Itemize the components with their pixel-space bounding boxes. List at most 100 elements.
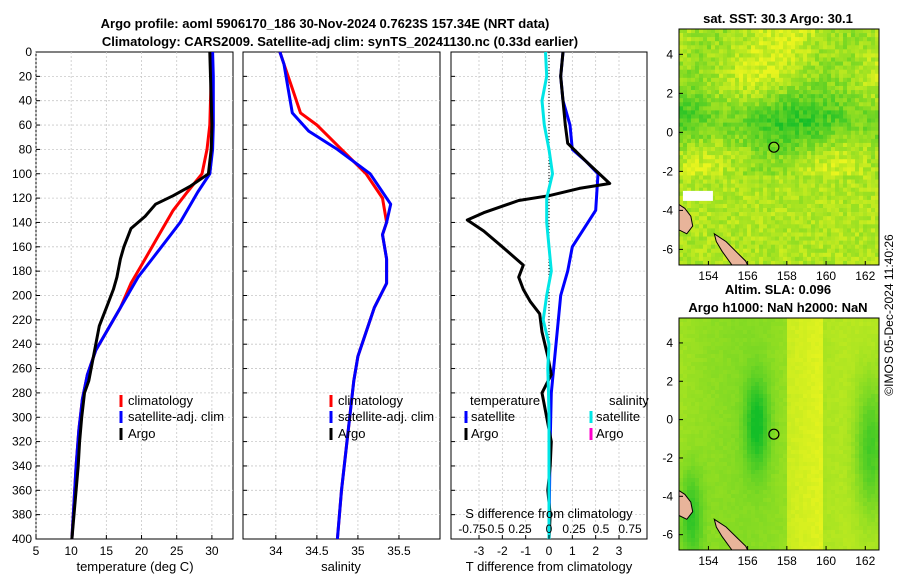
map-cell [835,155,840,160]
map-cell [723,220,728,225]
map-cell [859,118,864,123]
map-cell [763,422,768,427]
map-cell [811,73,816,79]
map-cell [727,426,732,431]
map-cell [767,458,772,463]
map-cell [731,232,736,237]
map-cell [795,224,800,229]
map-cell [819,53,824,58]
map-cell [699,446,704,451]
map-cell [795,358,800,363]
map-cell [751,118,756,123]
map-cell [815,134,820,140]
map-cell [839,438,844,443]
map-cell [759,65,764,70]
map-cell [763,434,768,439]
map-cell [859,378,864,383]
map-cell [763,195,768,201]
map-cell [827,183,832,188]
map-cell [867,138,872,144]
map-cell [751,252,756,258]
map-cell [795,454,800,459]
map-cell [707,426,712,431]
map-cell [847,114,852,119]
map-cell [747,462,752,467]
map-cell [695,224,700,229]
map-cell [871,220,876,225]
map-cell [867,252,872,258]
map-cell [863,29,868,34]
map-cell [695,438,700,443]
map-cell [695,236,700,241]
map-cell [735,155,740,160]
map-cell [739,118,744,123]
map-cell [771,195,776,201]
map-cell [771,167,776,172]
map-cell [787,418,792,423]
map-cell [751,240,756,245]
x-tick-label: 0 [546,544,553,558]
map-cell [815,130,820,136]
map-cell [771,33,776,38]
map-cell [747,406,752,411]
map-cell [835,195,840,201]
map-cell [727,208,732,213]
map-cell [871,256,876,262]
map-cell [763,90,768,95]
map-cell [731,342,736,347]
map-cell [775,37,780,42]
map-cell [791,212,796,217]
map-cell [699,61,704,66]
map-cell [695,159,700,164]
map-cell [863,386,868,391]
map-cell [759,220,764,225]
map-cell [803,175,808,180]
map-cell [763,256,768,262]
map-cell [691,434,696,439]
legend-temperature-head: temperature [470,393,540,408]
map-cell [691,414,696,419]
map-cell [739,53,744,58]
map-cell [779,394,784,399]
map-cell [731,334,736,339]
map-cell [859,195,864,201]
map-cell [707,147,712,152]
map-cell [783,85,788,91]
map-cell [691,167,696,172]
map-cell [819,41,824,46]
map-cell [819,430,824,435]
map-cell [763,398,768,403]
map-cell [711,354,716,359]
map-cell [851,252,856,258]
map-cell [719,454,724,459]
map-cell [731,402,736,407]
map-cell [779,326,784,331]
map-cell [767,49,772,54]
map-cell [735,244,740,250]
map-cell [695,203,700,209]
map-cell [707,179,712,184]
map-cell [759,142,764,148]
map-cell [807,228,812,233]
map-cell [823,73,828,79]
map-cell [875,244,880,250]
map-cell [759,175,764,180]
map-cell [831,252,836,258]
map-cell [763,326,768,331]
map-cell [767,163,772,168]
map-cell [695,346,700,351]
x-tick-label: -3 [474,544,485,558]
map-cell [831,175,836,180]
map-cell [759,446,764,451]
map-cell [839,179,844,184]
map-cell [731,430,736,435]
map-cell [735,126,740,132]
map-cell [759,122,764,127]
map-cell [743,212,748,217]
map-cell [823,142,828,148]
map-cell [751,446,756,451]
map-cell [707,29,712,34]
map-cell [763,85,768,91]
map-cell [727,220,732,225]
map-cell [703,378,708,383]
